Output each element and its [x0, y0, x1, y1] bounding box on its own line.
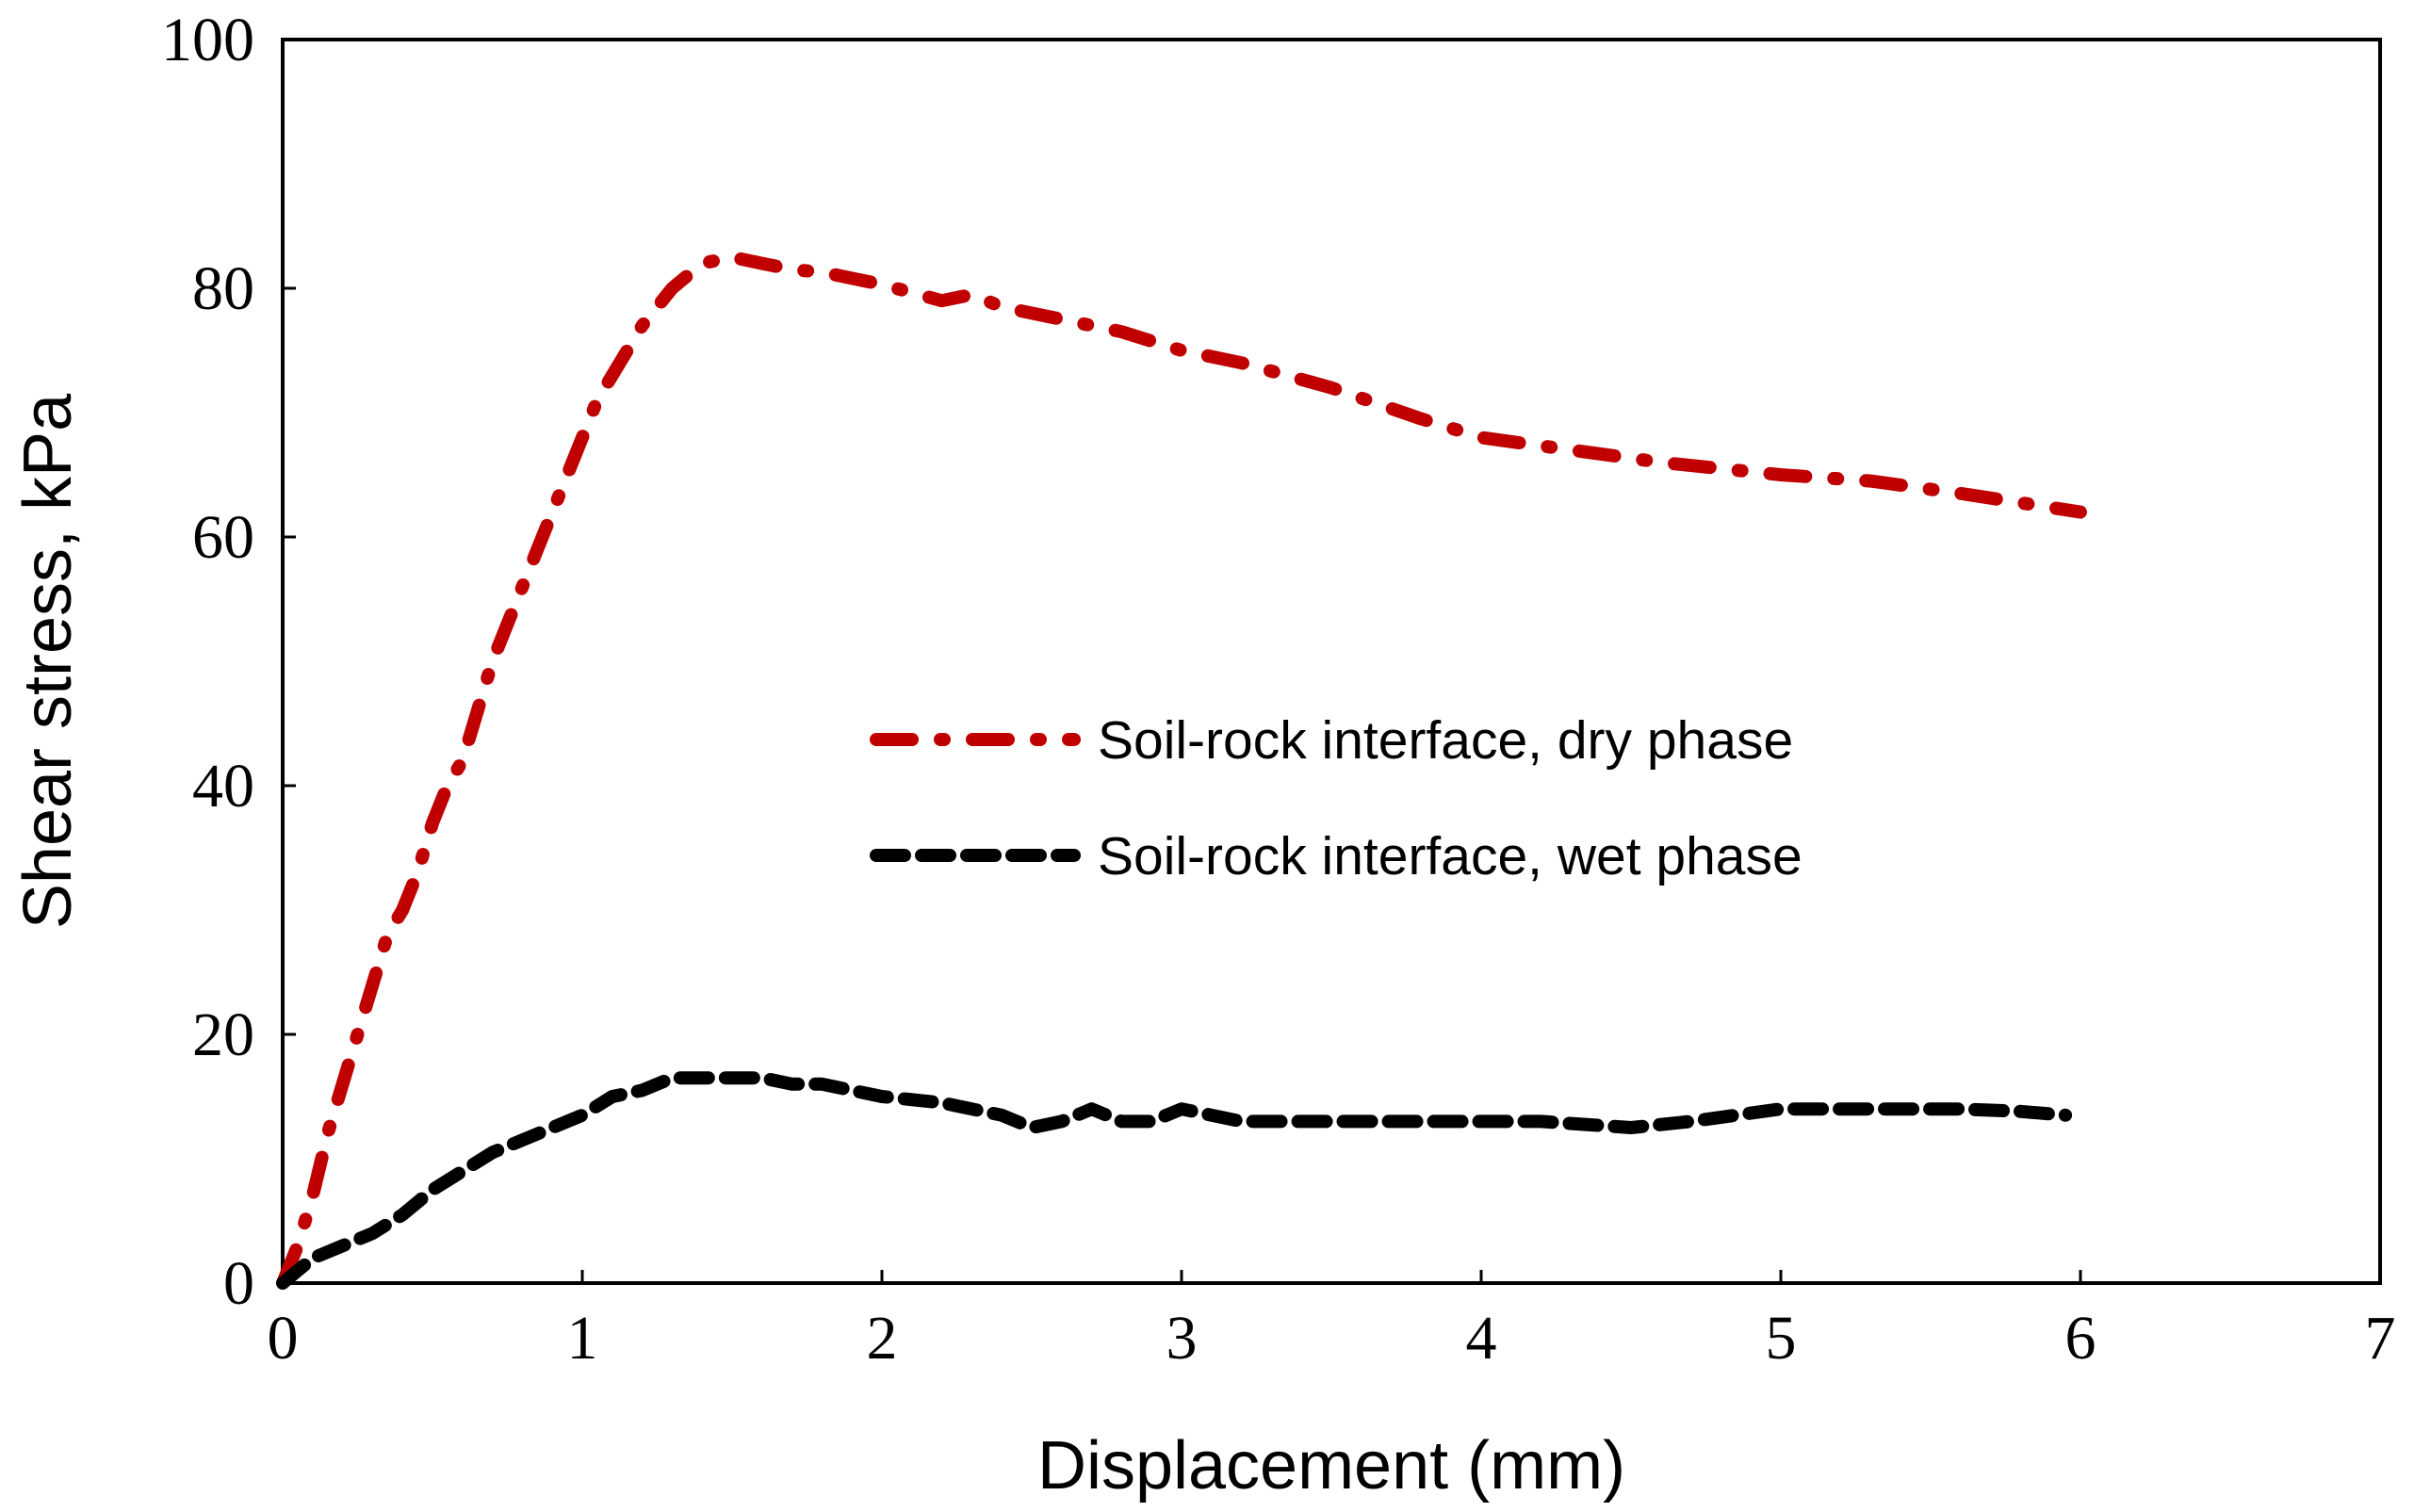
x-axis-title: Displacement (mm) [1037, 1428, 1625, 1504]
series-layer [276, 251, 2087, 1290]
x-tick-label: 2 [867, 1304, 898, 1373]
x-tick-label: 4 [1466, 1304, 1497, 1373]
y-tick-label: 80 [192, 254, 254, 323]
x-tick-label: 3 [1166, 1304, 1198, 1373]
y-tick-label: 20 [192, 1000, 254, 1069]
x-tick-label: 0 [268, 1304, 299, 1373]
plot-area-frame [281, 38, 2382, 1285]
y-tick-label: 100 [161, 6, 254, 74]
y-tick-label: 60 [192, 503, 254, 572]
legend-label-dry: Soil-rock interface, dry phase [1098, 710, 1793, 771]
x-tick-label: 7 [2365, 1304, 2396, 1373]
y-axis: 0 20 40 60 80 100 [161, 6, 296, 1318]
x-axis: 0 1 2 3 4 5 6 7 [268, 1270, 2396, 1373]
legend-label-wet: Soil-rock interface, wet phase [1098, 826, 1802, 886]
x-tick-label: 1 [567, 1304, 598, 1373]
y-tick-label: 0 [223, 1249, 254, 1318]
x-tick-label: 5 [1766, 1304, 1797, 1373]
y-axis-title: Shear stress, kPa [10, 393, 86, 929]
series-line-dry [276, 251, 2087, 1290]
y-tick-label: 40 [192, 752, 254, 821]
series-line-wet [276, 1071, 2073, 1290]
x-tick-label: 6 [2065, 1304, 2096, 1373]
legend: Soil-rock interface, dry phase Soil-rock… [870, 710, 1802, 886]
